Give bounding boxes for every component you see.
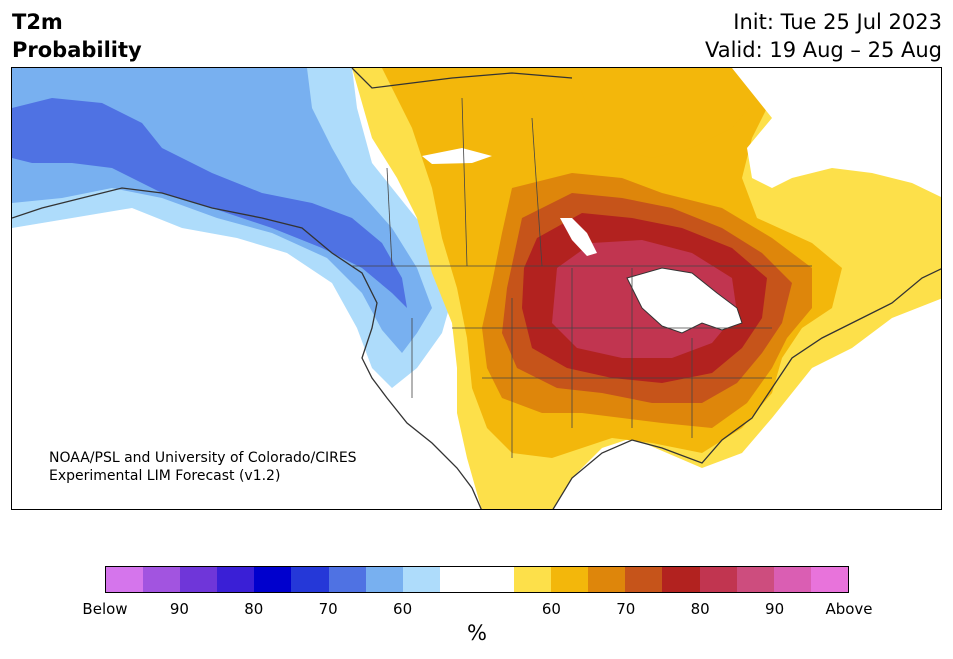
political-borders	[352, 97, 812, 458]
colorbar-segment	[662, 567, 700, 592]
colorbar-segment	[439, 567, 477, 592]
colorbar-segment	[402, 567, 440, 592]
variable-label: T2m	[12, 10, 63, 34]
colorbar-segment	[476, 567, 515, 592]
colorbar-segment	[180, 567, 218, 592]
valid-date: Valid: 19 Aug – 25 Aug	[704, 38, 942, 62]
colorbar-tick-label: 80	[690, 600, 710, 618]
map-title: T2m Probability	[12, 8, 142, 64]
colorbar-segment	[365, 567, 403, 592]
colorbar-tick-label: 70	[616, 600, 636, 618]
colorbar-segment	[254, 567, 292, 592]
colorbar-segment	[143, 567, 181, 592]
colorbar-segment	[217, 567, 255, 592]
forecast-dates: Init: Tue 25 Jul 2023 Valid: 19 Aug – 25…	[705, 8, 942, 64]
above-normal-70-north	[572, 68, 762, 158]
colorbar-tick-label: 90	[169, 600, 189, 618]
colorbar-tick-label: Below	[82, 600, 128, 618]
colorbar-segment	[291, 567, 329, 592]
great-lakes	[626, 267, 743, 334]
map-canvas	[12, 68, 941, 509]
coastlines	[12, 68, 941, 509]
colorbar-tick-label: 60	[541, 600, 561, 618]
great-slave-lake	[422, 148, 492, 164]
subtitle-label: Probability	[12, 38, 142, 62]
lake-winnipeg	[560, 218, 597, 256]
colorbar-segment	[773, 567, 811, 592]
colorbar-segment	[328, 567, 366, 592]
colorbar-unit: %	[467, 621, 487, 645]
colorbar-segment	[514, 567, 552, 592]
neutral-northeast	[732, 68, 941, 198]
colorbar-segment	[588, 567, 626, 592]
colorbar-segment	[699, 567, 737, 592]
colorbar-segment	[810, 567, 848, 592]
colorbar-tick-label: 90	[765, 600, 785, 618]
colorbar	[105, 566, 849, 593]
below-normal-80	[12, 98, 407, 308]
credit-line-2: Experimental LIM Forecast (v1.2)	[49, 468, 281, 484]
colorbar-segment	[625, 567, 663, 592]
colorbar-tick-label: Above	[825, 600, 873, 618]
init-date: Init: Tue 25 Jul 2023	[733, 10, 942, 34]
colorbar-tick-label: 70	[318, 600, 338, 618]
probability-map	[11, 67, 942, 510]
credit-text: NOAA/PSL and University of Colorado/CIRE…	[49, 449, 357, 485]
colorbar-tick-label: 80	[244, 600, 264, 618]
colorbar-segment	[106, 567, 144, 592]
colorbar-segment	[736, 567, 774, 592]
colorbar-segment	[551, 567, 589, 592]
credit-line-1: NOAA/PSL and University of Colorado/CIRE…	[49, 450, 357, 466]
colorbar-tick-label: 60	[393, 600, 413, 618]
